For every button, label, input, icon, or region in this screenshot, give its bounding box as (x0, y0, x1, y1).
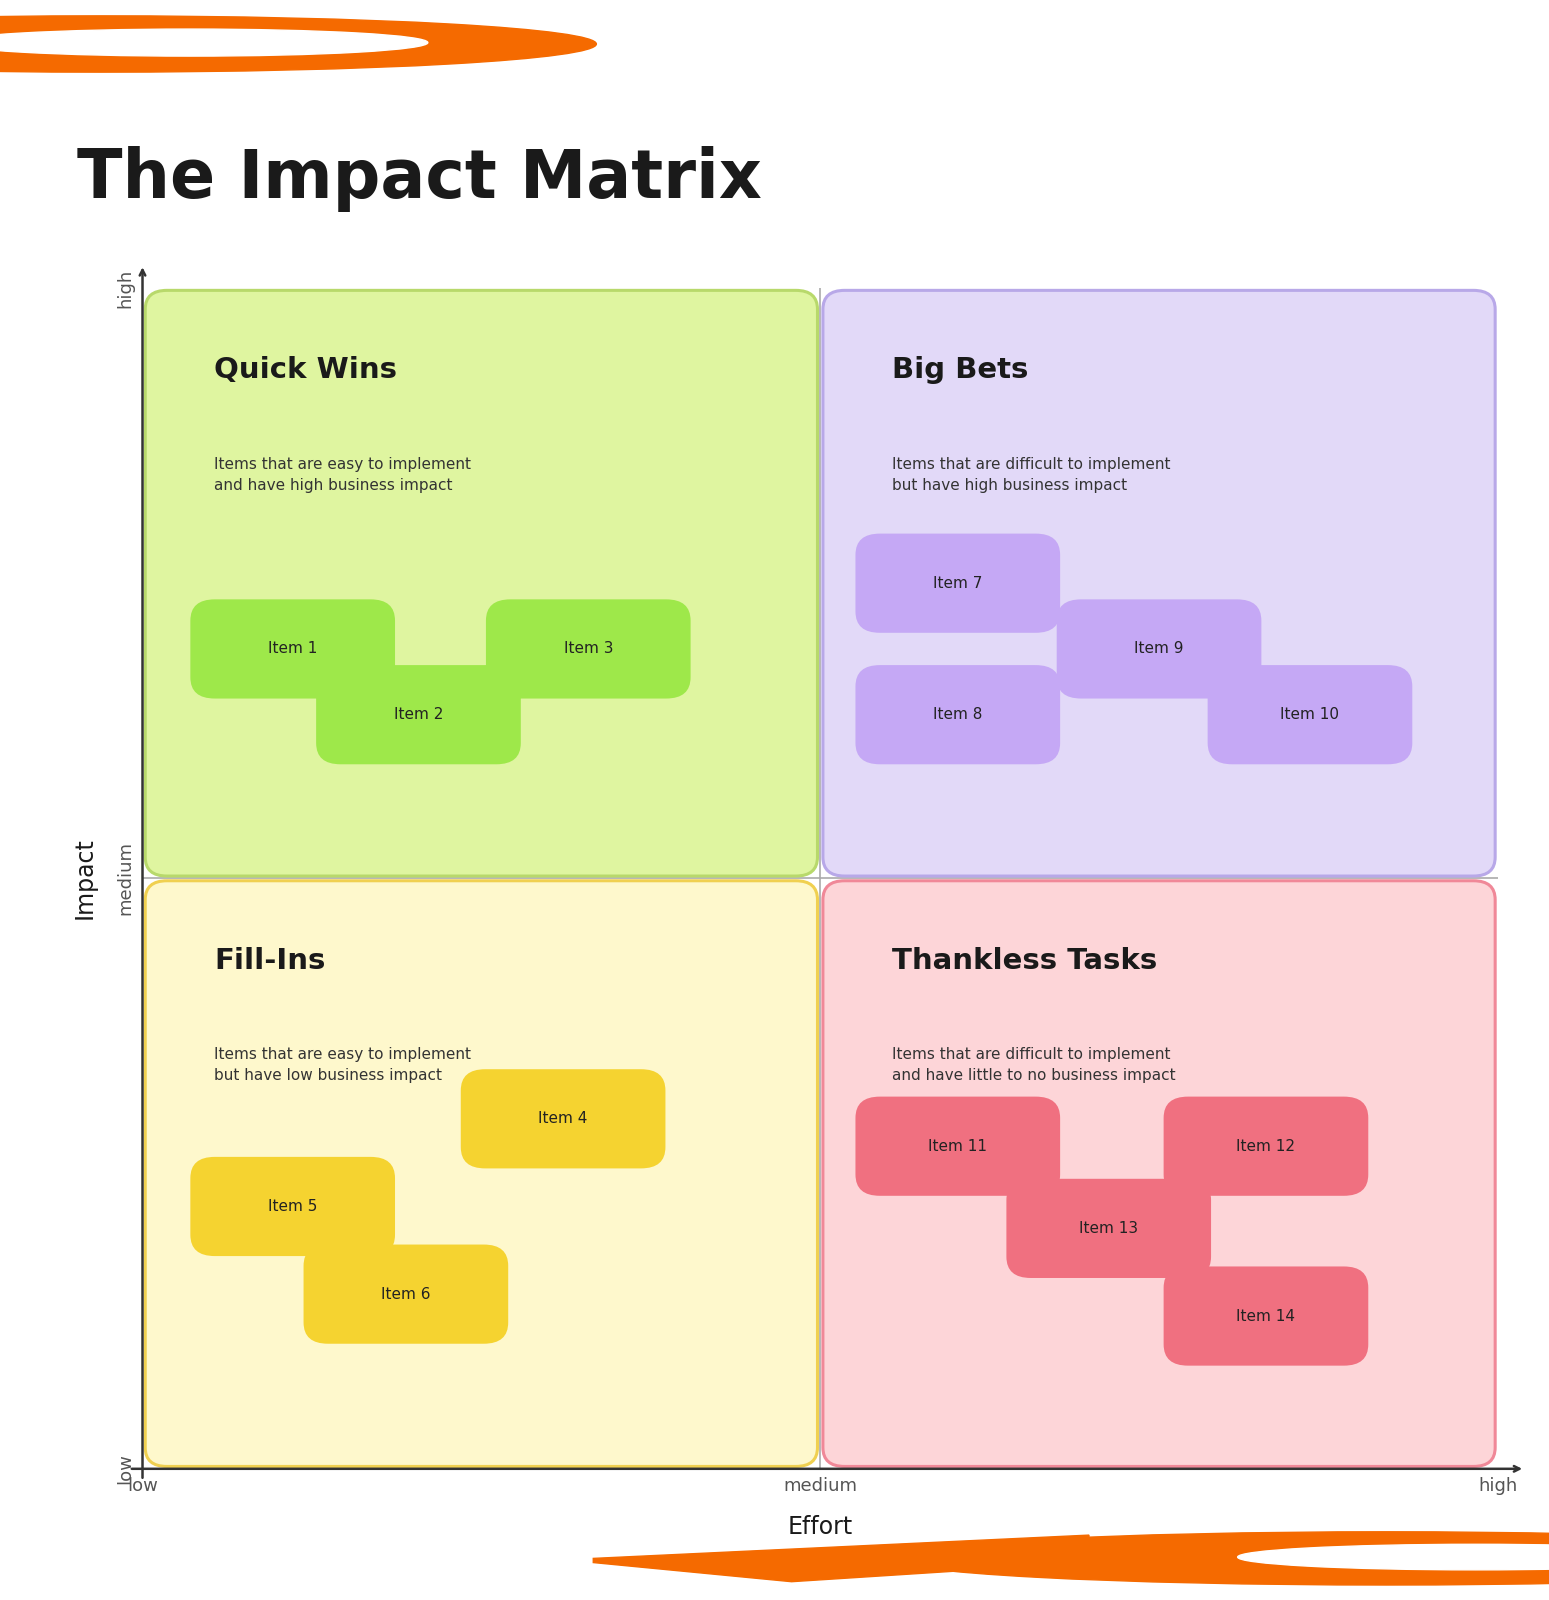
FancyBboxPatch shape (316, 666, 520, 765)
Text: Fill-Ins: Fill-Ins (214, 947, 325, 974)
FancyBboxPatch shape (1208, 666, 1413, 765)
Circle shape (0, 16, 596, 72)
Circle shape (1238, 1544, 1549, 1570)
Text: Item 3: Item 3 (564, 642, 613, 656)
Text: Item 9: Item 9 (1134, 642, 1183, 656)
Text: Quick Wins: Quick Wins (214, 357, 398, 384)
FancyBboxPatch shape (191, 600, 395, 699)
Text: Item 5: Item 5 (268, 1198, 318, 1214)
Text: SEMRUSH: SEMRUSH (1380, 1549, 1495, 1568)
FancyBboxPatch shape (855, 1096, 1060, 1195)
Text: The Impact Matrix: The Impact Matrix (77, 146, 762, 211)
FancyBboxPatch shape (146, 290, 818, 877)
Text: Item 14: Item 14 (1236, 1309, 1295, 1323)
Text: semrush.com: semrush.com (39, 1549, 161, 1568)
FancyBboxPatch shape (1007, 1179, 1211, 1278)
FancyBboxPatch shape (1163, 1267, 1368, 1366)
Circle shape (891, 1531, 1549, 1586)
Text: Item 13: Item 13 (1080, 1221, 1139, 1235)
Circle shape (0, 29, 428, 56)
FancyBboxPatch shape (460, 1069, 666, 1168)
Text: Item 1: Item 1 (268, 642, 318, 656)
Text: Item 12: Item 12 (1236, 1139, 1295, 1154)
Text: Item 7: Item 7 (932, 576, 982, 590)
FancyBboxPatch shape (486, 600, 691, 699)
Text: Item 2: Item 2 (393, 707, 443, 722)
Text: Item 8: Item 8 (932, 707, 982, 722)
Text: Item 6: Item 6 (381, 1286, 431, 1302)
FancyBboxPatch shape (304, 1245, 508, 1344)
FancyBboxPatch shape (1163, 1096, 1368, 1195)
Text: Thankless Tasks: Thankless Tasks (892, 947, 1157, 974)
FancyBboxPatch shape (191, 1157, 395, 1256)
Text: Item 10: Item 10 (1281, 707, 1340, 722)
Text: SEMRUSH: SEMRUSH (147, 30, 308, 58)
Polygon shape (593, 1534, 1089, 1582)
Text: Big Bets: Big Bets (892, 357, 1029, 384)
FancyBboxPatch shape (823, 880, 1495, 1467)
FancyBboxPatch shape (146, 880, 818, 1467)
Text: Items that are easy to implement
and have high business impact: Items that are easy to implement and hav… (214, 458, 471, 493)
FancyBboxPatch shape (1056, 600, 1261, 699)
Text: Items that are easy to implement
but have low business impact: Items that are easy to implement but hav… (214, 1048, 471, 1083)
Text: Item 11: Item 11 (928, 1139, 987, 1154)
Y-axis label: Impact: Impact (73, 837, 96, 920)
FancyBboxPatch shape (855, 534, 1060, 632)
FancyBboxPatch shape (823, 290, 1495, 877)
Text: Item 4: Item 4 (539, 1112, 587, 1126)
Text: Items that are difficult to implement
and have little to no business impact: Items that are difficult to implement an… (892, 1048, 1176, 1083)
X-axis label: Effort: Effort (787, 1515, 853, 1539)
Text: Items that are difficult to implement
but have high business impact: Items that are difficult to implement bu… (892, 458, 1171, 493)
FancyBboxPatch shape (855, 666, 1060, 765)
